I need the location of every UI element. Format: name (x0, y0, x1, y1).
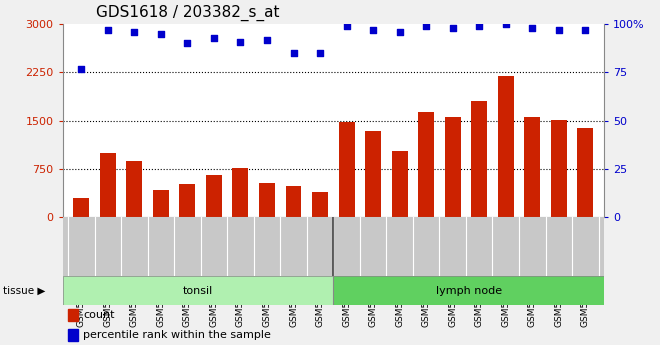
Bar (333, 276, 604, 305)
Bar (68, 329, 78, 341)
Point (315, 50, 325, 56)
Text: lymph node: lymph node (436, 286, 502, 296)
Text: tissue ▶: tissue ▶ (3, 286, 46, 296)
Point (262, 37, 273, 42)
Bar (259, 183, 275, 217)
Bar (498, 76, 513, 217)
Bar (180, 184, 195, 217)
Point (421, 23, 432, 29)
Bar (445, 117, 461, 217)
Bar (312, 192, 328, 217)
Point (76, 66, 86, 71)
Bar (524, 117, 541, 217)
Point (474, 23, 484, 29)
Point (580, 27, 591, 33)
Point (288, 50, 299, 56)
Point (156, 31, 166, 37)
Point (209, 35, 219, 40)
Bar (206, 175, 222, 217)
Point (394, 29, 405, 34)
Bar (471, 101, 487, 217)
Point (182, 41, 193, 46)
Bar (126, 161, 143, 217)
Bar (286, 186, 302, 217)
Text: count: count (83, 310, 115, 320)
Bar (73, 198, 89, 217)
Bar (418, 112, 434, 217)
Bar (68, 309, 78, 321)
Point (129, 29, 140, 34)
Bar (551, 120, 567, 217)
Text: tonsil: tonsil (183, 286, 213, 296)
Text: GDS1618 / 203382_s_at: GDS1618 / 203382_s_at (96, 4, 279, 21)
Text: percentile rank within the sample: percentile rank within the sample (83, 330, 271, 340)
Bar (232, 168, 248, 217)
Bar (100, 153, 116, 217)
Point (447, 25, 458, 31)
Bar (578, 128, 593, 217)
Bar (63, 276, 333, 305)
Point (500, 21, 511, 27)
Point (102, 27, 113, 33)
Point (554, 27, 564, 33)
Bar (153, 190, 169, 217)
Bar (339, 122, 354, 217)
Point (527, 25, 537, 31)
Point (368, 27, 378, 33)
Point (341, 23, 352, 29)
Point (235, 39, 246, 44)
Bar (391, 151, 408, 217)
Bar (365, 131, 381, 217)
